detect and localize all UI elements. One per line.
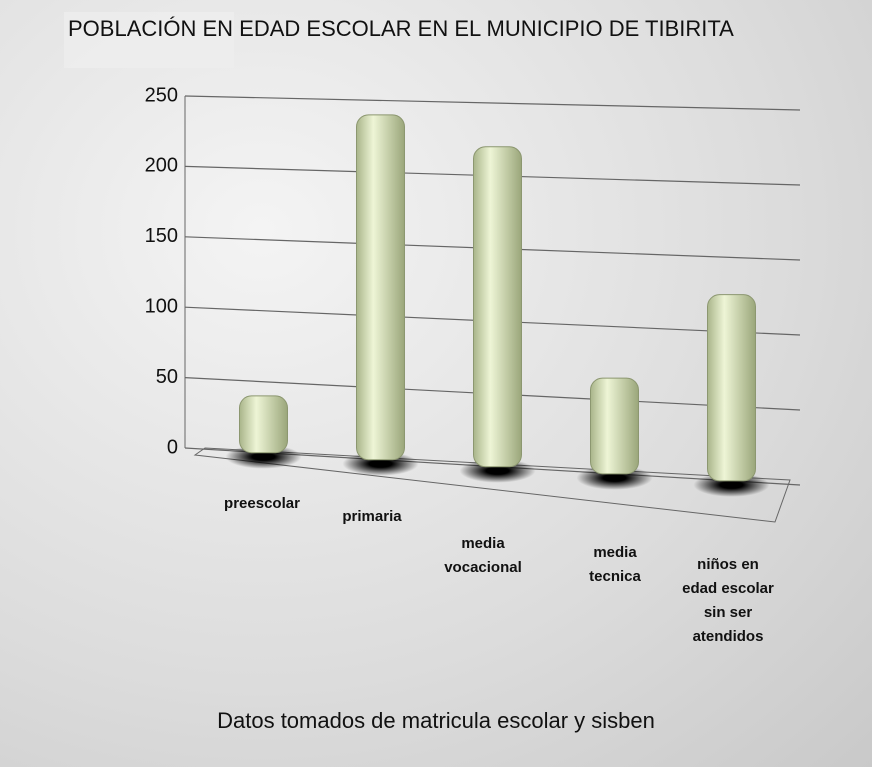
y-tick-label: 0 (167, 436, 178, 458)
x-tick-label: primaria (342, 508, 402, 525)
title-box (64, 12, 234, 68)
x-tick-label: preescolar (224, 495, 300, 512)
bar (239, 395, 288, 454)
grid-line (184, 95, 801, 111)
y-tick-label: 200 (145, 155, 178, 177)
x-tick-label: media vocacional (444, 535, 522, 576)
bar (473, 146, 522, 468)
chart-title: POBLACIÓN EN EDAD ESCOLAR EN EL MUNICIPI… (68, 16, 734, 41)
bar (356, 114, 405, 461)
bar (590, 377, 639, 475)
y-tick-label: 250 (145, 84, 178, 106)
x-tick-label: niños en edad escolar sin ser atendidos (682, 556, 774, 645)
chart-note: Datos tomados de matricula escolar y sis… (217, 708, 655, 733)
y-tick-label: 100 (145, 295, 178, 317)
x-tick-label: media tecnica (589, 544, 641, 585)
y-tick-label: 50 (156, 366, 178, 388)
bar (707, 294, 756, 482)
y-tick-label: 150 (145, 225, 178, 247)
